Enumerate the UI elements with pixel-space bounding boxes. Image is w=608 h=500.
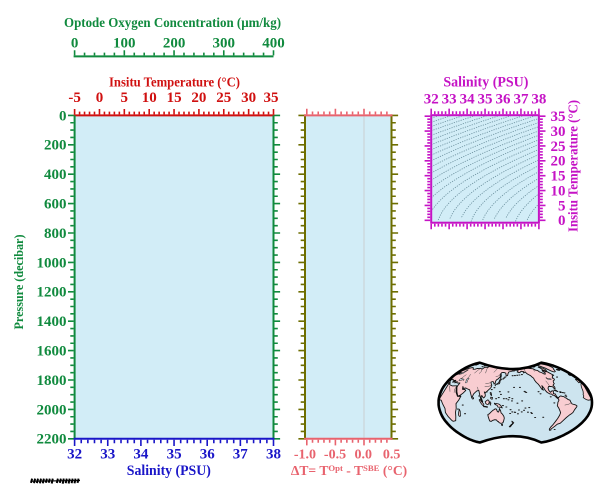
svg-text:1200: 1200 [37, 285, 67, 301]
svg-text:Pressure (decibar): Pressure (decibar) [11, 235, 26, 330]
svg-text:36: 36 [200, 446, 216, 462]
svg-text:34: 34 [460, 91, 476, 107]
svg-text:5: 5 [121, 90, 129, 106]
svg-text:20: 20 [551, 154, 566, 170]
svg-text:Salinity (PSU): Salinity (PSU) [127, 463, 211, 479]
svg-text:25: 25 [216, 90, 231, 106]
svg-text:15: 15 [167, 90, 182, 106]
svg-text:2200: 2200 [37, 432, 67, 448]
svg-text:0.5: 0.5 [383, 447, 401, 462]
svg-text:0: 0 [96, 90, 104, 106]
svg-text:-0.5: -0.5 [324, 447, 346, 462]
svg-text:Insitu Temperature (°C): Insitu Temperature (°C) [566, 100, 581, 232]
svg-text:33: 33 [100, 446, 115, 462]
svg-text:0: 0 [59, 108, 67, 124]
svg-text:30: 30 [551, 124, 566, 140]
svg-text:200: 200 [163, 36, 186, 52]
svg-text:1400: 1400 [37, 314, 67, 330]
svg-text:1600: 1600 [37, 344, 67, 360]
svg-text:Salinity (PSU): Salinity (PSU) [443, 75, 528, 91]
svg-text:38: 38 [266, 446, 281, 462]
svg-text:32: 32 [67, 446, 82, 462]
svg-text:2000: 2000 [37, 402, 67, 418]
svg-text:30: 30 [241, 90, 256, 106]
svg-text:-1.0: -1.0 [294, 447, 316, 462]
svg-text:35: 35 [167, 446, 182, 462]
svg-text:34: 34 [133, 446, 149, 462]
svg-text:35: 35 [551, 109, 566, 125]
svg-text:400: 400 [262, 36, 285, 52]
svg-text:1000: 1000 [37, 255, 67, 271]
svg-text:800: 800 [44, 226, 67, 242]
svg-text:37: 37 [233, 446, 249, 462]
svg-text:37: 37 [514, 91, 530, 107]
svg-text:5: 5 [558, 198, 566, 214]
svg-text:200: 200 [44, 138, 67, 154]
svg-text:Optode Oxygen Concentration (µ: Optode Oxygen Concentration (µm/kg) [64, 16, 281, 31]
svg-text:0.0: 0.0 [355, 447, 373, 462]
svg-text:15: 15 [551, 169, 566, 185]
svg-text:35: 35 [264, 90, 279, 106]
svg-text:0: 0 [71, 36, 79, 52]
svg-text:400: 400 [44, 167, 67, 183]
svg-text:1800: 1800 [37, 373, 67, 389]
svg-text:36: 36 [496, 91, 512, 107]
svg-text:10: 10 [551, 184, 566, 200]
svg-text:600: 600 [44, 197, 67, 213]
svg-text:33: 33 [442, 91, 457, 107]
svg-text:25: 25 [551, 139, 566, 155]
svg-text:ΔT= TOpt - TSBE (°C): ΔT= TOpt - TSBE (°C) [291, 463, 407, 479]
svg-text:0: 0 [558, 213, 566, 229]
svg-text:35: 35 [478, 91, 493, 107]
svg-text:32: 32 [424, 91, 439, 107]
svg-text:100: 100 [113, 36, 136, 52]
svg-text:38: 38 [531, 91, 546, 107]
svg-text:10: 10 [142, 90, 157, 106]
svg-text:300: 300 [213, 36, 236, 52]
svg-text:20: 20 [191, 90, 206, 106]
svg-text:Insitu Temperature (°C): Insitu Temperature (°C) [109, 76, 240, 91]
svg-text:-5: -5 [68, 90, 81, 106]
